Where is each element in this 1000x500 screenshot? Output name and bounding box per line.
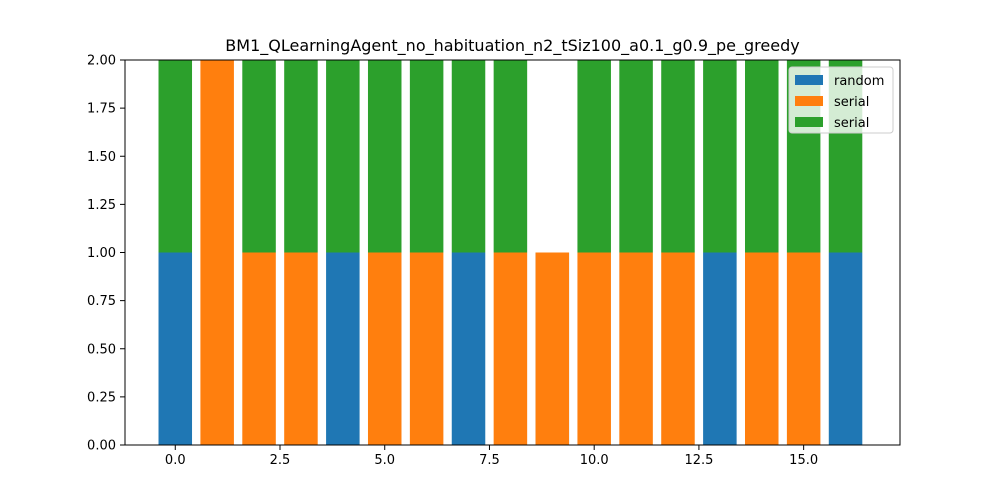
bar-serial-1-x5 (367, 252, 402, 445)
bar-serial-1-x2 (242, 252, 276, 445)
legend-swatch-1 (795, 96, 823, 106)
legend-swatch-2 (795, 117, 823, 127)
y-tick-label: 1.50 (87, 150, 116, 165)
plot-area (124, 59, 901, 446)
x-tick-label: 2.5 (270, 453, 291, 468)
bar-serial-1-x14 (745, 252, 779, 445)
bar-random-0-x4 (326, 252, 360, 445)
legend-label-0: random (834, 74, 884, 89)
bar-random-0-x13 (703, 252, 737, 445)
bar-random-0-x7 (451, 252, 486, 445)
bar-serial-1-x9 (535, 252, 570, 445)
bar-serial-2-x11 (619, 60, 653, 253)
x-tick-label: 0.0 (165, 453, 186, 468)
legend-label-1: serial (834, 95, 869, 110)
y-tick-label: 0.00 (87, 439, 116, 454)
bar-serial-2-x6 (409, 60, 444, 253)
legend-label-2: serial (834, 116, 869, 131)
bar-random-0-x16 (828, 252, 863, 445)
bar-serial-2-x10 (577, 60, 611, 253)
bar-random-0-x0 (158, 252, 193, 445)
bar-serial-2-x5 (367, 60, 402, 253)
chart-title: BM1_QLearningAgent_no_habituation_n2_tSi… (225, 36, 799, 56)
bar-serial-1-x8 (493, 252, 528, 445)
bar-serial-2-x12 (661, 60, 695, 253)
bar-serial-2-x7 (451, 60, 486, 253)
bar-serial-1-x11 (619, 252, 653, 445)
y-tick-label: 2.00 (87, 54, 116, 69)
x-tick-label: 5.0 (374, 453, 395, 468)
x-tick-label: 12.5 (684, 453, 713, 468)
bar-serial-1-x15 (786, 252, 821, 445)
bar-serial-2-x3 (284, 60, 318, 253)
x-tick-label: 15.0 (789, 453, 818, 468)
bar-serial-1-x12 (661, 252, 695, 445)
x-tick-label: 10.0 (580, 453, 609, 468)
y-axis: 0.00 0.25 0.50 0.75 1.00 1.25 1.50 1.75 2.00 (87, 54, 125, 454)
x-axis: 0.0 2.5 5.0 7.5 10.0 12.5 15.0 (165, 445, 818, 468)
y-tick-label: 0.75 (87, 294, 116, 309)
x-tick-label: 7.5 (479, 453, 500, 468)
bar-serial-2-x4 (326, 60, 360, 253)
bar-serial-1-x1 (200, 60, 234, 445)
y-tick-label: 0.50 (87, 342, 116, 357)
y-tick-label: 1.00 (87, 246, 116, 261)
bar-serial-2-x8 (493, 60, 528, 253)
bar-serial-2-x14 (745, 60, 779, 253)
bar-serial-1-x3 (284, 252, 318, 445)
y-tick-label: 1.75 (87, 102, 116, 117)
bar-serial-2-x0 (158, 60, 193, 253)
legend-swatch-0 (795, 75, 823, 85)
bar-serial-1-x10 (577, 252, 611, 445)
legend: random serial serial (788, 66, 894, 134)
y-tick-label: 1.25 (87, 198, 116, 213)
bar-serial-2-x13 (703, 60, 737, 253)
bar-serial-2-x2 (242, 60, 276, 253)
y-tick-label: 0.25 (87, 390, 116, 405)
bar-serial-1-x6 (409, 252, 444, 445)
